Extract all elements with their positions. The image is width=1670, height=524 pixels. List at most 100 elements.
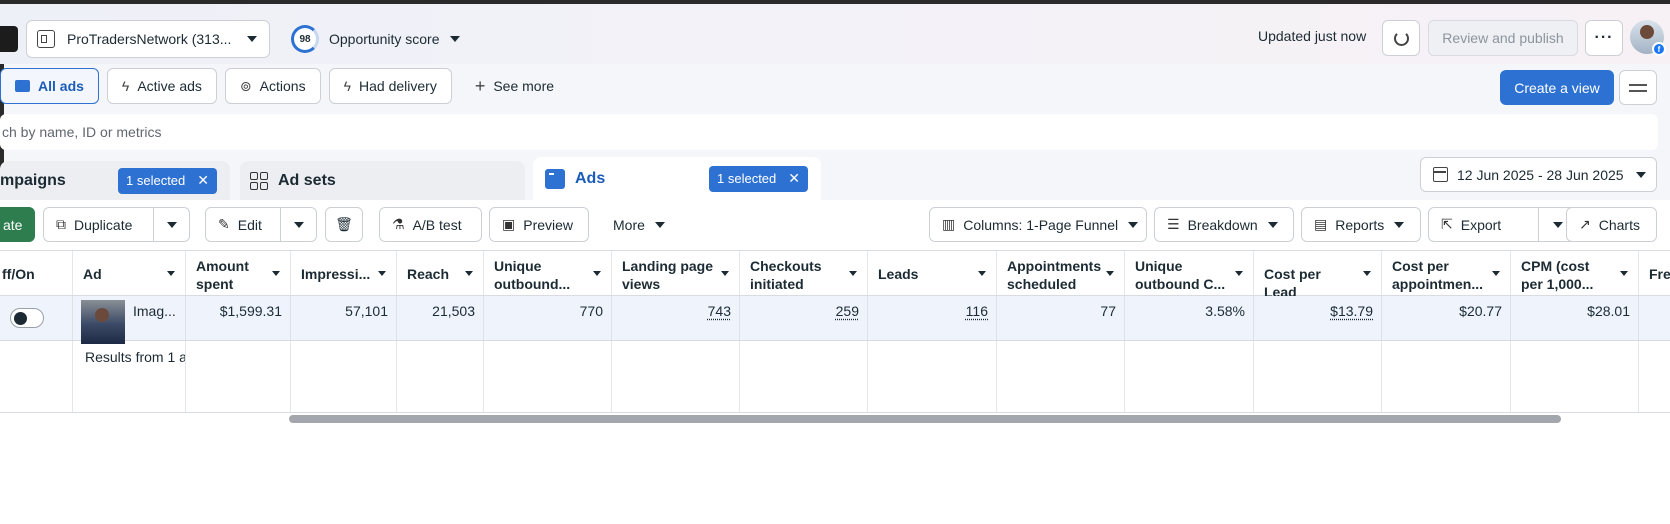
chevron-down-icon[interactable] xyxy=(272,271,280,276)
chevron-down-icon xyxy=(1636,172,1646,178)
results-cell xyxy=(868,341,997,412)
chevron-down-icon[interactable] xyxy=(593,271,601,276)
column-header-unique-outbound-ctr[interactable]: Unique outbound C... xyxy=(1125,251,1254,295)
close-icon[interactable]: ✕ xyxy=(197,172,209,189)
chevron-down-icon xyxy=(1128,222,1138,228)
results-cell xyxy=(1125,341,1254,412)
filter-all-ads[interactable]: All ads xyxy=(0,68,99,104)
columns-icon: ▥ xyxy=(942,216,955,233)
date-range-text: 12 Jun 2025 - 28 Jun 2025 xyxy=(1457,167,1624,183)
refresh-icon xyxy=(1394,31,1409,46)
column-header-off-on[interactable]: ff/On xyxy=(0,251,73,295)
folder-icon xyxy=(15,80,30,92)
column-header-frequency[interactable]: Fre xyxy=(1639,251,1670,295)
chevron-down-icon[interactable] xyxy=(1106,271,1114,276)
plus-icon: + xyxy=(475,76,486,97)
chevron-down-icon[interactable] xyxy=(721,271,729,276)
column-header-cost-per-lead[interactable]: Cost per Lead xyxy=(1254,251,1382,295)
selected-count: 1 selected xyxy=(717,171,776,186)
chevron-down-icon xyxy=(655,222,665,228)
horizontal-scrollbar[interactable] xyxy=(289,415,1561,423)
close-icon[interactable]: ✕ xyxy=(788,170,800,187)
ab-test-label: A/B test xyxy=(413,217,462,233)
customize-settings-button[interactable] xyxy=(1619,70,1657,105)
column-header-checkouts-initiated[interactable]: Checkouts initiated xyxy=(740,251,868,295)
create-a-view-button[interactable]: Create a view xyxy=(1500,70,1614,105)
ad-toggle[interactable] xyxy=(10,308,44,328)
chevron-down-icon xyxy=(1553,222,1563,228)
column-header-appointments-scheduled[interactable]: Appointments scheduled xyxy=(997,251,1125,295)
breakdown-dropdown[interactable]: ☰ Breakdown xyxy=(1154,207,1294,242)
lightning-icon: ϟ xyxy=(344,78,351,94)
campaigns-selected-pill[interactable]: 1 selected ✕ xyxy=(118,168,217,194)
edit-label: Edit xyxy=(238,217,262,233)
column-header-leads[interactable]: Leads xyxy=(868,251,997,295)
column-header-ad[interactable]: Ad xyxy=(73,251,186,295)
create-button[interactable]: ate xyxy=(0,207,35,242)
tab-campaigns[interactable]: mpaigns 1 selected ✕ xyxy=(0,161,230,200)
chevron-down-icon[interactable] xyxy=(1363,271,1371,276)
chevron-down-icon[interactable] xyxy=(378,271,386,276)
duplicate-button[interactable]: ⧉ Duplicate xyxy=(43,207,154,242)
tab-ads[interactable]: Ads 1 selected ✕ xyxy=(533,157,821,200)
copy-icon: ⧉ xyxy=(56,216,66,233)
ads-selected-pill[interactable]: 1 selected ✕ xyxy=(709,166,808,192)
ad-account-icon xyxy=(37,30,55,48)
delete-button[interactable]: 🗑 xyxy=(325,207,363,242)
review-and-publish-button[interactable]: Review and publish xyxy=(1428,20,1578,56)
reports-dropdown[interactable]: ▤ Reports xyxy=(1301,207,1421,242)
filter-had-delivery[interactable]: ϟ Had delivery xyxy=(329,68,452,104)
action-toolbar: ate ⧉ Duplicate ✎ Edit 🗑 ⚗ A/B test ▣ Pr… xyxy=(0,207,1670,243)
results-cell xyxy=(997,341,1125,412)
column-header-impressions[interactable]: Impressi... xyxy=(291,251,397,295)
chevron-down-icon[interactable] xyxy=(465,271,473,276)
export-label: Export xyxy=(1461,217,1501,233)
search-input[interactable]: ch by name, ID or metrics xyxy=(0,114,1658,150)
chevron-down-icon xyxy=(167,222,177,228)
edit-dropdown[interactable] xyxy=(280,207,317,242)
column-header-reach[interactable]: Reach xyxy=(397,251,484,295)
breakdown-label: Breakdown xyxy=(1188,217,1258,233)
chevron-down-icon[interactable] xyxy=(1235,271,1243,276)
export-button[interactable]: ⇱ Export xyxy=(1428,207,1539,242)
landing-page-views-cell[interactable]: 743 xyxy=(612,296,740,340)
chevron-down-icon[interactable] xyxy=(167,271,175,276)
chevron-down-icon xyxy=(1394,222,1404,228)
column-header-cpm[interactable]: CPM (cost per 1,000... xyxy=(1511,251,1639,295)
flask-icon: ⚗ xyxy=(392,216,405,233)
facebook-icon: f xyxy=(1652,42,1666,56)
date-range-picker[interactable]: 12 Jun 2025 - 28 Jun 2025 xyxy=(1420,157,1657,192)
duplicate-dropdown[interactable] xyxy=(153,207,190,242)
more-options-button[interactable]: ··· xyxy=(1585,20,1623,56)
account-selector[interactable]: ProTradersNetwork (313... xyxy=(26,20,270,58)
tab-label: Ad sets xyxy=(278,172,336,190)
column-header-amount-spent[interactable]: Amount spent xyxy=(186,251,291,295)
columns-dropdown[interactable]: ▥ Columns: 1-Page Funnel xyxy=(929,207,1147,242)
charts-button[interactable]: ↗ Charts xyxy=(1566,207,1657,242)
chevron-down-icon[interactable] xyxy=(1492,271,1500,276)
chevron-down-icon[interactable] xyxy=(849,271,857,276)
columns-label: Columns: 1-Page Funnel xyxy=(963,217,1118,233)
cost-per-lead-cell[interactable]: $13.79 xyxy=(1254,296,1382,340)
filter-active-ads[interactable]: ϟ Active ads xyxy=(107,68,217,104)
more-dropdown[interactable]: More xyxy=(600,207,680,242)
opportunity-score-badge: 98 xyxy=(291,25,319,53)
chevron-down-icon[interactable] xyxy=(1620,271,1628,276)
ab-test-button[interactable]: ⚗ A/B test xyxy=(379,207,482,242)
filter-actions[interactable]: ⊚ Actions xyxy=(225,68,321,104)
ad-name-cell[interactable]: Imag... xyxy=(73,296,186,340)
column-header-unique-outbound[interactable]: Unique outbound... xyxy=(484,251,612,295)
filter-see-more[interactable]: + See more xyxy=(460,68,569,104)
column-header-landing-page-views[interactable]: Landing page views xyxy=(612,251,740,295)
leads-cell[interactable]: 116 xyxy=(868,296,997,340)
table-row[interactable]: Imag... $1,599.31 57,101 21,503 770 743 … xyxy=(0,296,1670,341)
refresh-button[interactable] xyxy=(1382,20,1420,56)
column-header-cost-per-appointment[interactable]: Cost per appointmen... xyxy=(1382,251,1511,295)
tab-ad-sets[interactable]: Ad sets xyxy=(240,161,525,200)
ad-name[interactable]: Imag... xyxy=(133,303,179,319)
chevron-down-icon[interactable] xyxy=(978,271,986,276)
checkouts-initiated-cell[interactable]: 259 xyxy=(740,296,868,340)
edit-button[interactable]: ✎ Edit xyxy=(205,207,281,242)
preview-button[interactable]: ▣ Preview xyxy=(489,207,589,242)
opportunity-score-dropdown[interactable]: 98 Opportunity score xyxy=(291,24,460,54)
